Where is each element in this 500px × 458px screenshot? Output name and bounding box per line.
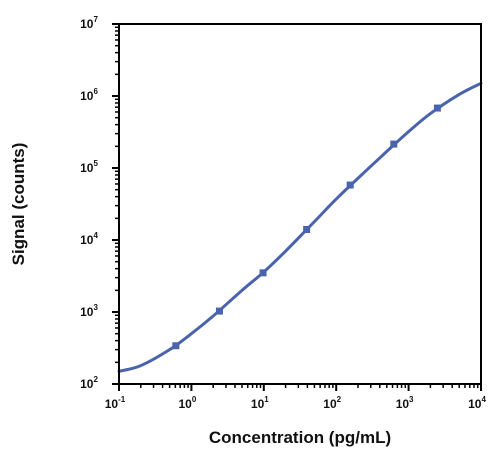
x-tick-label: 10-1 <box>105 395 126 411</box>
y-tick-label: 106 <box>80 87 98 103</box>
points-layer <box>172 104 441 350</box>
x-tick-label: 103 <box>396 395 414 411</box>
data-point-marker <box>390 140 398 148</box>
ticks-layer: 10-1 100 101 102 103 104 102 103 104 105 106 107 <box>80 15 486 411</box>
y-tick-label: 102 <box>80 375 98 391</box>
data-point-marker <box>172 342 180 350</box>
data-point-marker <box>346 181 354 189</box>
curve-layer <box>117 81 483 373</box>
data-point-marker <box>215 307 223 315</box>
y-tick-label: 104 <box>80 231 98 247</box>
x-tick-label: 104 <box>468 395 486 411</box>
series-fit-line <box>117 81 483 373</box>
x-axis-title: Concentration (pg/mL) <box>209 428 391 447</box>
x-tick-label: 101 <box>251 395 269 411</box>
y-axis-title: Signal (counts) <box>9 143 28 266</box>
x-tick-label: 100 <box>178 395 196 411</box>
y-tick-label: 105 <box>80 159 98 175</box>
y-tick-label: 107 <box>80 15 98 31</box>
data-point-marker <box>433 104 441 112</box>
x-tick-label: 102 <box>323 395 341 411</box>
plot-frame <box>118 23 482 385</box>
data-point-marker <box>303 225 311 233</box>
y-tick-label: 103 <box>80 303 98 319</box>
data-point-marker <box>259 269 267 277</box>
